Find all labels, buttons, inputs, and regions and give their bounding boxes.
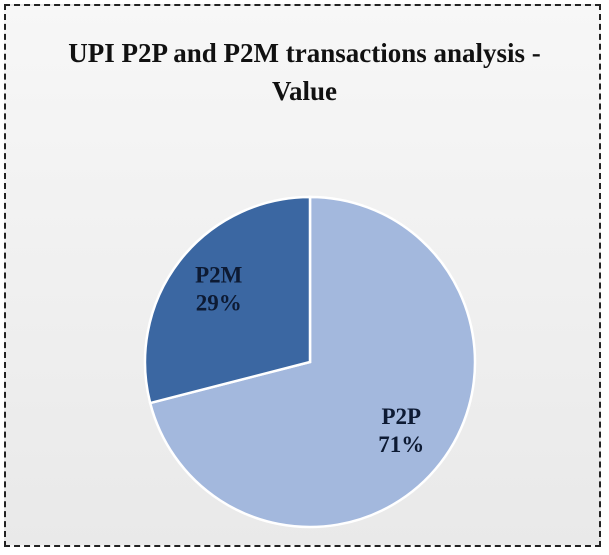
slice-category-label: P2P	[381, 404, 421, 429]
slice-value-label: 71%	[378, 432, 424, 457]
pie-slice	[148, 195, 477, 529]
slice-value-label: 29%	[196, 290, 242, 315]
pie-slice	[143, 195, 312, 405]
slice-category-label: P2M	[195, 262, 243, 287]
chart-title: UPI P2P and P2M transactions analysis - …	[68, 38, 541, 106]
